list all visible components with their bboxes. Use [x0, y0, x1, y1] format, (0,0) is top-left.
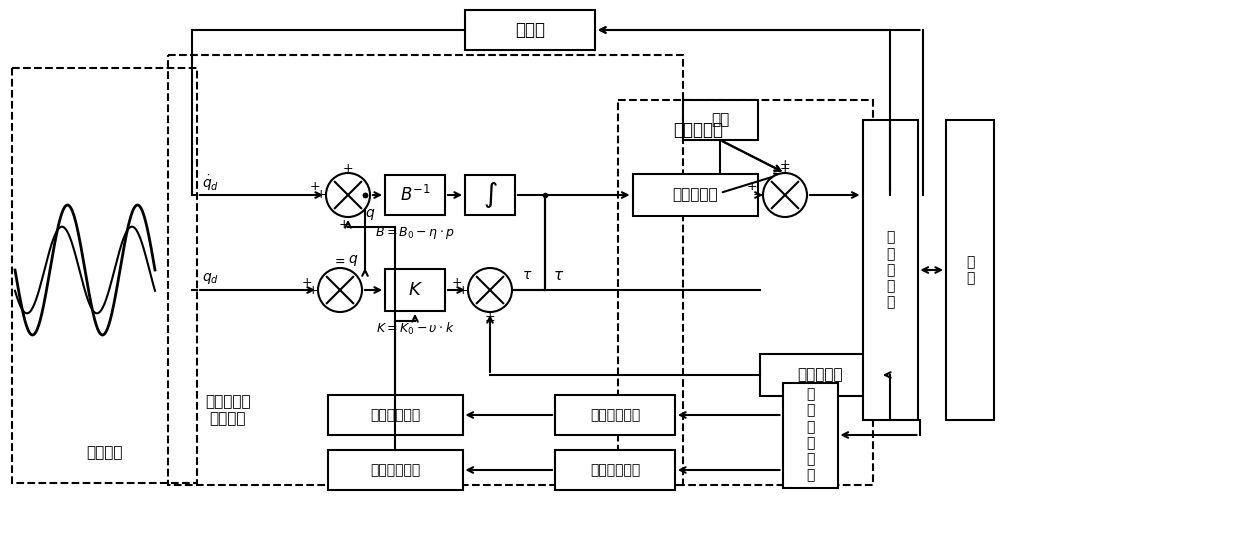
Bar [465, 10, 595, 50]
Bar [760, 354, 880, 396]
Bar [169, 55, 683, 485]
Text: $B^{-1}$: $B^{-1}$ [400, 185, 430, 205]
Bar [632, 174, 757, 216]
Circle shape [763, 173, 807, 217]
Text: 力矩传感器: 力矩传感器 [797, 367, 843, 383]
Text: +: + [316, 188, 326, 201]
Text: $q$: $q$ [348, 253, 358, 267]
Bar [862, 120, 918, 420]
Text: $\dot{q}_d$: $\dot{q}_d$ [202, 173, 219, 193]
Bar [327, 395, 462, 435]
Text: $\int$: $\int$ [483, 180, 497, 210]
Text: +: + [779, 161, 790, 175]
Text: +: + [752, 188, 763, 201]
Text: +: + [310, 181, 320, 193]
Circle shape [318, 268, 362, 312]
Text: +: + [484, 311, 496, 323]
Text: +: + [343, 161, 353, 175]
Bar [12, 68, 197, 483]
Text: +: + [779, 159, 790, 171]
Text: +: + [338, 219, 349, 232]
Text: +: + [457, 283, 468, 296]
Text: +: + [307, 283, 318, 296]
Bar [783, 383, 838, 488]
Circle shape [326, 173, 370, 217]
Text: 关节刚度信息: 关节刚度信息 [590, 463, 641, 477]
Text: 表
面
肌
电
信
号: 表 面 肌 电 信 号 [805, 388, 814, 483]
Text: $\tau$: $\tau$ [553, 267, 564, 283]
Text: −: − [335, 254, 346, 266]
Bar [683, 100, 757, 140]
Bar [947, 120, 994, 420]
Text: −: − [335, 256, 346, 270]
Text: $q$: $q$ [364, 208, 375, 222]
Bar [385, 175, 445, 215]
Bar [555, 450, 675, 490]
Text: 运动疲劳信息: 运动疲劳信息 [590, 408, 641, 422]
Bar [618, 100, 873, 485]
Text: +: + [451, 276, 462, 289]
Text: 参考轨迹: 参考轨迹 [87, 445, 123, 461]
Text: $K$: $K$ [408, 281, 422, 299]
Text: 刚度参数调节: 刚度参数调节 [370, 463, 420, 477]
Text: $\tau$: $\tau$ [522, 268, 533, 282]
Text: 患
者: 患 者 [966, 255, 974, 285]
Bar [465, 175, 515, 215]
Circle shape [468, 268, 512, 312]
Text: $q_d$: $q_d$ [202, 271, 219, 285]
Text: +: + [301, 276, 312, 289]
Text: +: + [746, 181, 757, 193]
Bar [555, 395, 675, 435]
Text: 干扰: 干扰 [711, 113, 729, 127]
Text: 运动学: 运动学 [515, 21, 545, 39]
Text: $B=B_0-\eta\cdot p$: $B=B_0-\eta\cdot p$ [375, 225, 455, 241]
Text: 自适应阻抗
控制模型: 自适应阻抗 控制模型 [206, 394, 250, 426]
Text: 康
复
机
器
人: 康 复 机 器 人 [886, 231, 895, 310]
Bar [385, 269, 445, 311]
Text: 阻尼参数调节: 阻尼参数调节 [370, 408, 420, 422]
Text: $K=K_0-\upsilon\cdot k$: $K=K_0-\upsilon\cdot k$ [375, 321, 455, 337]
Text: +: + [484, 313, 496, 327]
Text: 位置控制器: 位置控制器 [673, 188, 717, 203]
Bar [327, 450, 462, 490]
Text: 位置控制器: 位置控制器 [673, 121, 724, 139]
